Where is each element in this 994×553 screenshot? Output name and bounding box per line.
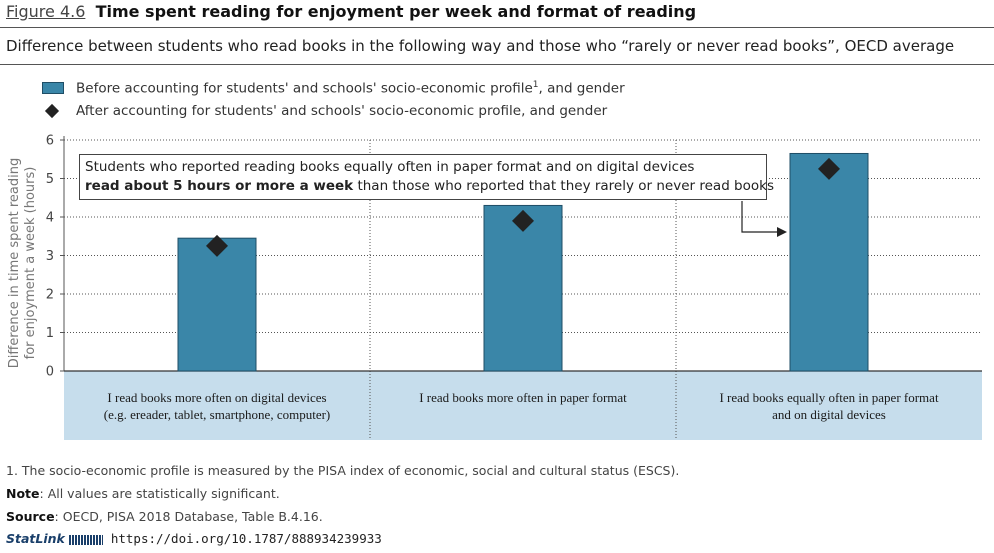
y-tick-label-3: 3 bbox=[46, 249, 54, 264]
legend-diamond-label: After accounting for students' and schoo… bbox=[76, 103, 608, 119]
callout-arrow-line bbox=[741, 201, 781, 233]
bar-1 bbox=[177, 237, 257, 372]
statlink: StatLink https://doi.org/10.1787/8889342… bbox=[6, 531, 382, 546]
title-rule bbox=[0, 27, 994, 28]
y-tick-label-1: 1 bbox=[46, 326, 54, 341]
figure-title-text: Time spent reading for enjoyment per wee… bbox=[95, 2, 697, 21]
category-label-3-1: I read books equally often in paper form… bbox=[719, 390, 939, 405]
y-tick-label-0: 0 bbox=[46, 365, 54, 380]
diamond-marker-3 bbox=[818, 157, 840, 180]
legend-bar-swatch bbox=[42, 82, 64, 94]
callout-line-2: read about 5 hours or more a week than t… bbox=[85, 178, 774, 194]
bar-2 bbox=[483, 204, 563, 372]
footer-source: Source: OECD, PISA 2018 Database, Table … bbox=[6, 509, 323, 524]
bar-3 bbox=[789, 152, 869, 372]
y-tick-label-5: 5 bbox=[46, 172, 54, 187]
footer-note: Note: All values are statistically signi… bbox=[6, 486, 280, 501]
category-label-2-1: I read books more often in paper format bbox=[419, 390, 627, 405]
statlink-label: StatLink bbox=[6, 531, 65, 546]
diamond-marker-2 bbox=[512, 209, 534, 232]
callout-line-1: Students who reported reading books equa… bbox=[85, 159, 695, 175]
y-tick-label-4: 4 bbox=[46, 211, 54, 226]
figure-subtitle: Difference between students who read boo… bbox=[6, 37, 955, 55]
category-band bbox=[64, 371, 982, 440]
category-label-1-2: (e.g. ereader, tablet, smartphone, compu… bbox=[104, 407, 331, 422]
figure-title: Figure 4.6 Time spent reading for enjoym… bbox=[6, 2, 696, 21]
category-label-1-1: I read books more often on digital devic… bbox=[107, 390, 326, 405]
callout-arrow-head bbox=[777, 227, 787, 237]
callout-annotation: Students who reported reading books equa… bbox=[79, 154, 774, 200]
figure-number: Figure 4.6 bbox=[6, 2, 86, 21]
legend-bar-label: Before accounting for students' and scho… bbox=[76, 80, 625, 97]
statlink-url[interactable]: https://doi.org/10.1787/888934239933 bbox=[110, 531, 382, 546]
statlink-icon bbox=[68, 534, 103, 545]
subtitle-rule bbox=[0, 64, 994, 65]
category-label-3-2: and on digital devices bbox=[772, 407, 886, 422]
y-tick-label-6: 6 bbox=[46, 134, 54, 149]
diamond-marker-1 bbox=[206, 234, 228, 257]
footnote-1: 1. The socio-economic profile is measure… bbox=[6, 463, 680, 478]
y-tick-label-2: 2 bbox=[46, 288, 54, 303]
